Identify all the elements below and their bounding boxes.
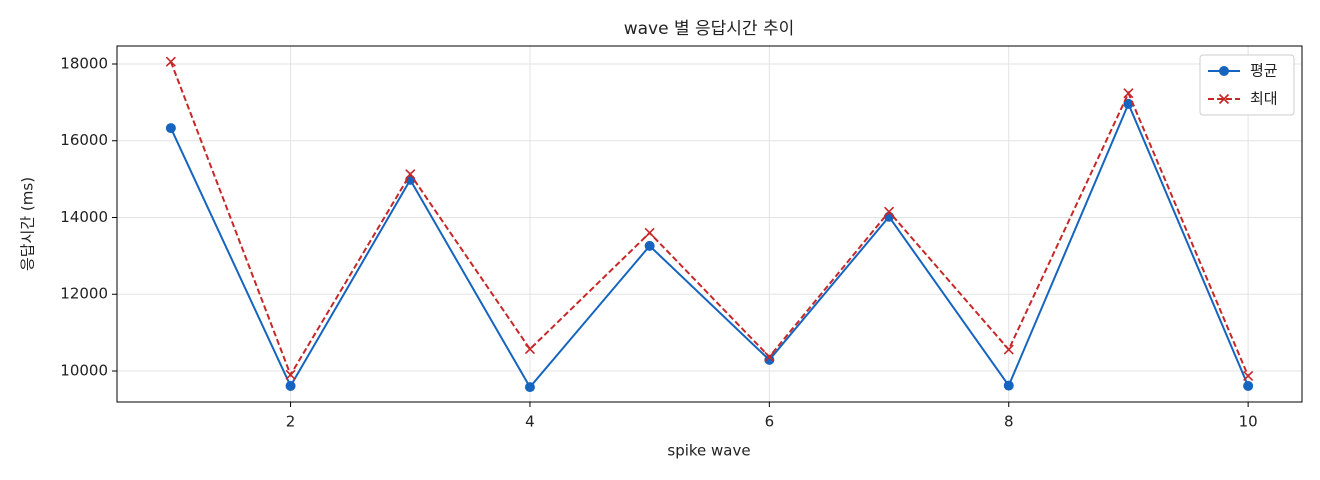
marker [405,169,416,180]
marker [285,369,296,380]
y-tick-label: 12000 [60,285,108,303]
y-tick-label: 10000 [60,361,108,379]
marker [1003,380,1014,391]
marker [883,206,895,217]
y-tick-label: 18000 [60,54,108,72]
marker [644,227,655,238]
x-tick-label: 4 [525,413,535,431]
marker [764,354,775,365]
line [169,61,1250,378]
marker [644,240,655,251]
marker [1123,88,1134,99]
x-axis-label: spike wave [667,442,750,460]
y-axis-label: 응답시간 (ms) [19,177,37,271]
legend-marker [1218,93,1230,105]
y-tick-label: 14000 [60,208,108,226]
y-tick-label: 16000 [60,131,108,149]
plot-frame [116,45,1303,403]
x-tick-label: 8 [1004,413,1014,431]
chart-title: wave 별 응답시간 추이 [624,19,795,39]
legend-marker [1219,66,1229,76]
legend-label: 평균 [1250,62,1278,80]
line [169,101,1250,389]
x-tick-label: 2 [286,413,296,431]
x-tick-label: 10 [1239,413,1258,431]
marker [165,56,176,67]
marker [524,344,536,355]
legend-box [1199,54,1295,116]
marker [165,123,176,134]
marker [1003,344,1014,355]
marker [764,351,775,362]
marker [285,380,296,391]
marker [1243,380,1254,391]
marker [524,382,535,393]
legend-label: 최대 [1250,90,1278,108]
marker [1243,370,1254,382]
x-tick-label: 6 [765,413,775,431]
